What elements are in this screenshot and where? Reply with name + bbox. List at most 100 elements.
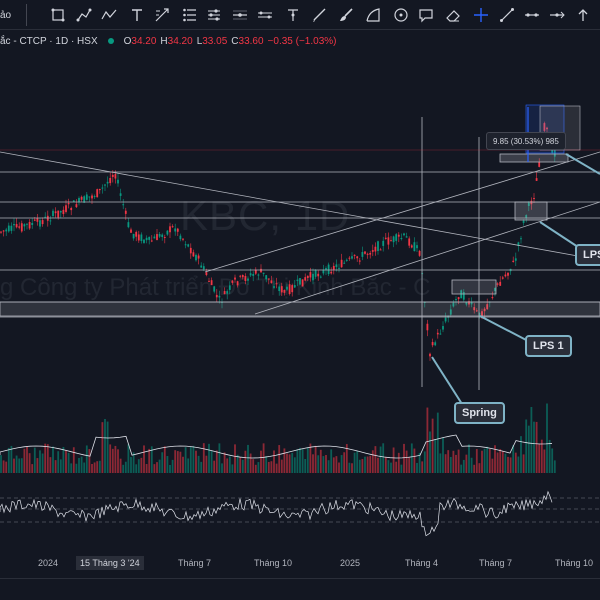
- polyline-tool-button[interactable]: [97, 0, 121, 30]
- candle-body: [218, 295, 221, 298]
- eraser-icon: [446, 10, 460, 22]
- candle-body: [143, 239, 145, 243]
- volume-bar: [421, 461, 424, 473]
- candle-body: [228, 285, 231, 290]
- callout-lps[interactable]: LPS: [575, 244, 600, 266]
- callout-spring[interactable]: Spring: [454, 402, 505, 424]
- volume-bar: [130, 457, 132, 473]
- candle-body: [470, 301, 473, 305]
- candle-body: [348, 257, 351, 259]
- candle-body: [283, 289, 286, 293]
- long-position-tool-button[interactable]: [150, 0, 174, 30]
- volume-bar: [309, 443, 312, 473]
- ray-tool-button[interactable]: [545, 0, 569, 30]
- rectangle-tool-button[interactable]: [46, 0, 70, 30]
- volume-bar: [317, 455, 320, 473]
- chart-drawing-layer[interactable]: [0, 52, 600, 548]
- candle-body: [475, 310, 478, 312]
- candle-body: [197, 255, 200, 259]
- arc-tool-button[interactable]: [361, 0, 385, 30]
- candle-body: [418, 250, 421, 256]
- symbol-name[interactable]: ắc - CTCP · 1D · HSX: [0, 35, 98, 47]
- indicator-pane: [0, 490, 600, 537]
- candle-body: [106, 181, 109, 184]
- trend-channel-tool-button[interactable]: [253, 0, 277, 30]
- brush-tool-button[interactable]: [334, 0, 358, 30]
- candle-body: [520, 238, 522, 240]
- volume-bar: [351, 463, 353, 473]
- volume-bar: [2, 460, 5, 473]
- horizontal-line-tool-button[interactable]: [228, 0, 252, 30]
- candle-body: [431, 342, 434, 346]
- trendline-tool-button[interactable]: [495, 0, 519, 30]
- path-icon: [76, 8, 92, 22]
- volume-bar: [252, 459, 255, 473]
- path-tool-button[interactable]: [72, 0, 96, 30]
- candle-body: [356, 256, 359, 259]
- vertical-line-tool-button[interactable]: [281, 0, 305, 30]
- volume-bar: [267, 461, 270, 473]
- volume-bar: [132, 452, 135, 473]
- volume-bar: [135, 464, 138, 473]
- volume-bar: [210, 450, 213, 473]
- candle-body: [434, 342, 437, 346]
- volume-bar: [260, 450, 262, 473]
- price-range-tool-button[interactable]: [202, 0, 226, 30]
- toolbar-left-label[interactable]: ảo: [0, 0, 24, 30]
- text-tool-button[interactable]: [125, 0, 149, 30]
- eraser-tool-button[interactable]: [441, 0, 465, 30]
- callout-spring-text: Spring: [462, 407, 497, 419]
- candle-body: [366, 253, 369, 255]
- volume-bar: [80, 456, 83, 473]
- volume-bar: [426, 407, 429, 473]
- time-axis[interactable]: 2024 15 Tháng 3 '24 Tháng 7 Tháng 10 202…: [0, 552, 600, 576]
- candle-body: [494, 287, 496, 291]
- volume-bar: [397, 452, 400, 473]
- candle-body: [127, 222, 130, 228]
- callout-pointer-spring: [431, 356, 463, 405]
- date-range-tool-button[interactable]: [178, 0, 202, 30]
- candle-body: [247, 278, 249, 281]
- pen-tool-button[interactable]: [307, 0, 331, 30]
- bottom-panel: [0, 578, 600, 600]
- candle-body: [501, 277, 504, 279]
- candle-body: [241, 275, 244, 278]
- circle-tool-button[interactable]: [389, 0, 413, 30]
- callout-lps-1[interactable]: LPS 1: [525, 335, 572, 357]
- volume-bar: [509, 457, 512, 473]
- horizontal-ray-tool-button[interactable]: [520, 0, 544, 30]
- volume-bar: [465, 454, 468, 473]
- candle-body: [314, 269, 317, 277]
- volume-bar: [348, 462, 351, 473]
- uptrend-line-lower: [254, 201, 600, 315]
- candle-body: [192, 252, 195, 257]
- volume-bar: [153, 464, 156, 473]
- volume-bar: [119, 458, 122, 473]
- candle-body: [340, 259, 343, 268]
- more-tools-button[interactable]: [571, 0, 595, 30]
- candle-body: [507, 272, 509, 276]
- volume-bar: [527, 425, 530, 473]
- volume-bar: [540, 439, 543, 473]
- volume-bar: [221, 463, 223, 473]
- text-icon: [132, 9, 142, 21]
- chart-pane[interactable]: KBC, 1D g Công ty Phát triển Đô Thị Kinh…: [0, 52, 600, 548]
- crosshair-tool-button[interactable]: [469, 0, 493, 30]
- candle-body: [249, 273, 252, 276]
- volume-bar: [288, 454, 291, 473]
- candle-body: [291, 285, 294, 293]
- candle-body: [312, 273, 314, 281]
- ray-icon: [550, 11, 565, 19]
- volume-bar: [455, 454, 457, 473]
- high-value: 34.20: [167, 35, 193, 47]
- candle-body: [496, 283, 499, 285]
- price-range-measure-label[interactable]: 9.85 (30.53%) 985: [486, 132, 566, 150]
- volume-bar: [213, 460, 216, 473]
- candle-body: [486, 304, 489, 310]
- candle-body: [171, 226, 174, 228]
- support-zone-box: [0, 301, 600, 317]
- uptrend-line: [204, 151, 600, 273]
- candle-body: [429, 353, 431, 357]
- callout-tool-button[interactable]: [414, 0, 438, 30]
- candle-body: [23, 224, 26, 227]
